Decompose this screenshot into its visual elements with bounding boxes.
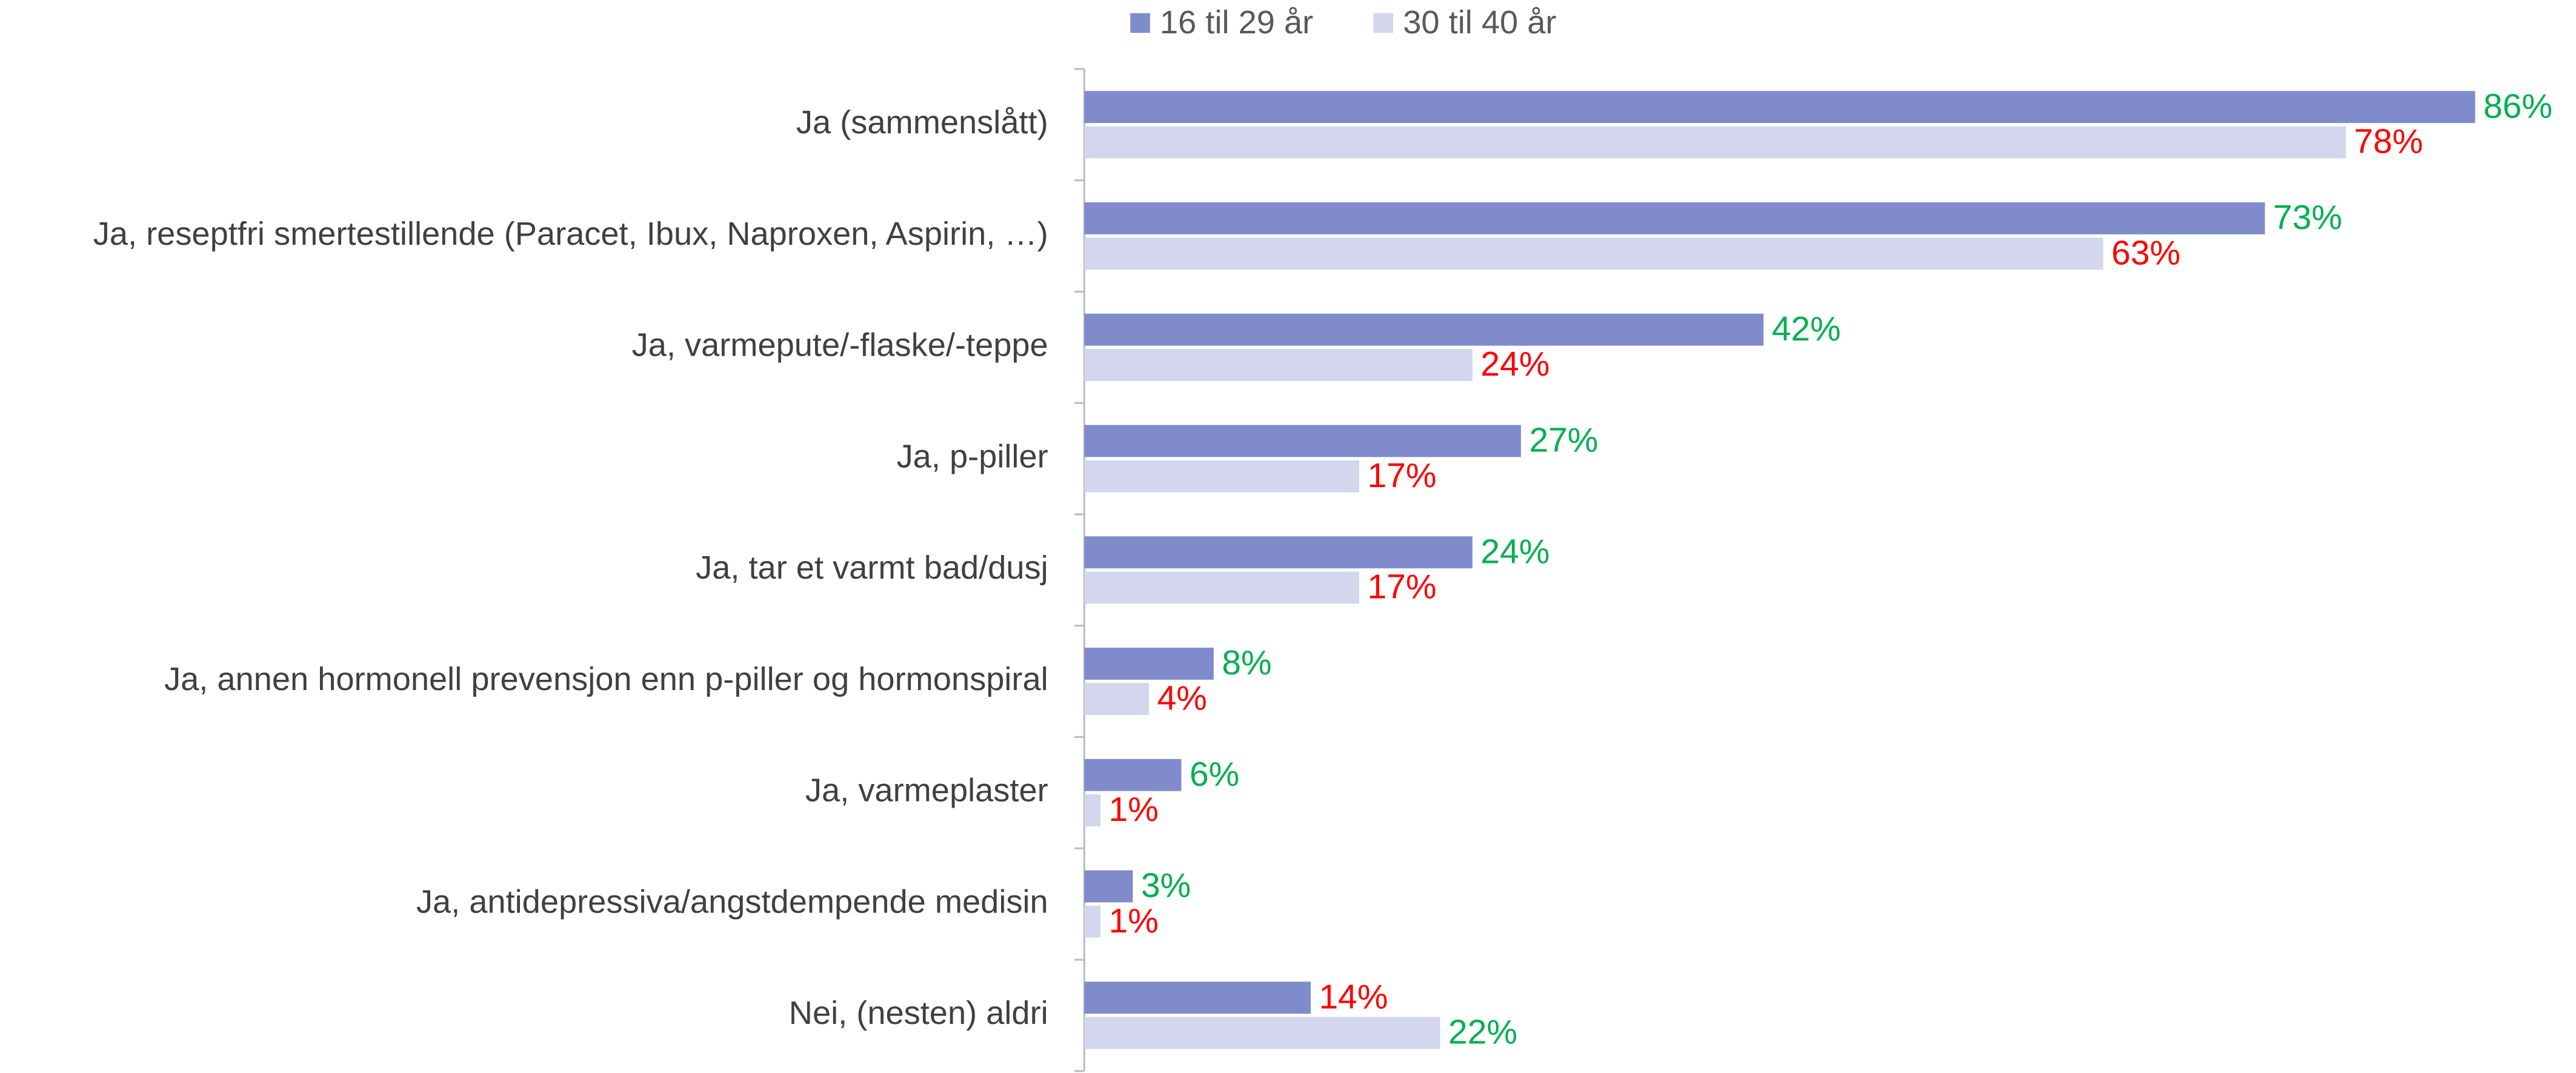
category-label: Ja, annen hormonell prevensjon enn p-pil… — [164, 661, 1048, 697]
value-label: 4% — [1157, 679, 1207, 717]
legend-label: 30 til 40 år — [1403, 4, 1556, 41]
legend-swatch — [1373, 13, 1394, 33]
bar — [1084, 313, 1764, 346]
category-label: Ja (sammenslått) — [796, 104, 1048, 141]
bar — [1084, 759, 1182, 791]
value-label: 27% — [1529, 421, 1598, 460]
bar — [1084, 202, 2265, 234]
value-label: 78% — [2354, 122, 2423, 161]
bar — [1084, 238, 2103, 270]
bar — [1084, 683, 1150, 716]
bar — [1084, 794, 1101, 826]
category-label: Nei, (nesten) aldri — [789, 995, 1048, 1031]
bar — [1084, 348, 1473, 381]
bar — [1084, 460, 1360, 493]
bar — [1084, 425, 1521, 457]
value-label: 24% — [1480, 345, 1549, 384]
bar — [1084, 536, 1473, 569]
value-label: 3% — [1141, 866, 1191, 905]
bar — [1084, 870, 1133, 903]
bar — [1084, 647, 1214, 680]
value-label: 1% — [1109, 902, 1159, 940]
value-label: 22% — [1448, 1013, 1517, 1052]
value-label: 24% — [1480, 532, 1549, 571]
value-label: 14% — [1319, 977, 1388, 1016]
category-label: Ja, varmeplaster — [805, 772, 1048, 809]
bar — [1084, 571, 1360, 604]
category-label: Ja, p-piller — [897, 438, 1048, 474]
legend-swatch — [1130, 13, 1150, 33]
value-label: 42% — [1772, 310, 1841, 348]
category-label: Ja, varmepute/-flaske/-teppe — [632, 327, 1048, 364]
legend-label: 16 til 29 år — [1160, 4, 1313, 41]
category-label: Ja, reseptfri smertestillende (Paracet, … — [93, 216, 1048, 252]
category-label: Ja, antidepressiva/angstdempende medisin — [416, 883, 1048, 920]
bar — [1084, 982, 1311, 1014]
value-label: 8% — [1222, 643, 1271, 682]
bar — [1084, 905, 1101, 938]
value-label: 86% — [2483, 87, 2552, 125]
value-label: 1% — [1109, 790, 1159, 829]
value-label: 63% — [2111, 233, 2180, 272]
value-label: 6% — [1190, 755, 1239, 794]
bar — [1084, 91, 2475, 124]
value-label: 73% — [2273, 198, 2342, 237]
category-label: Ja, tar et varmt bad/dusj — [696, 550, 1048, 586]
bar — [1084, 1017, 1440, 1049]
value-label: 17% — [1368, 568, 1437, 606]
value-label: 17% — [1368, 456, 1437, 495]
bar — [1084, 126, 2346, 159]
